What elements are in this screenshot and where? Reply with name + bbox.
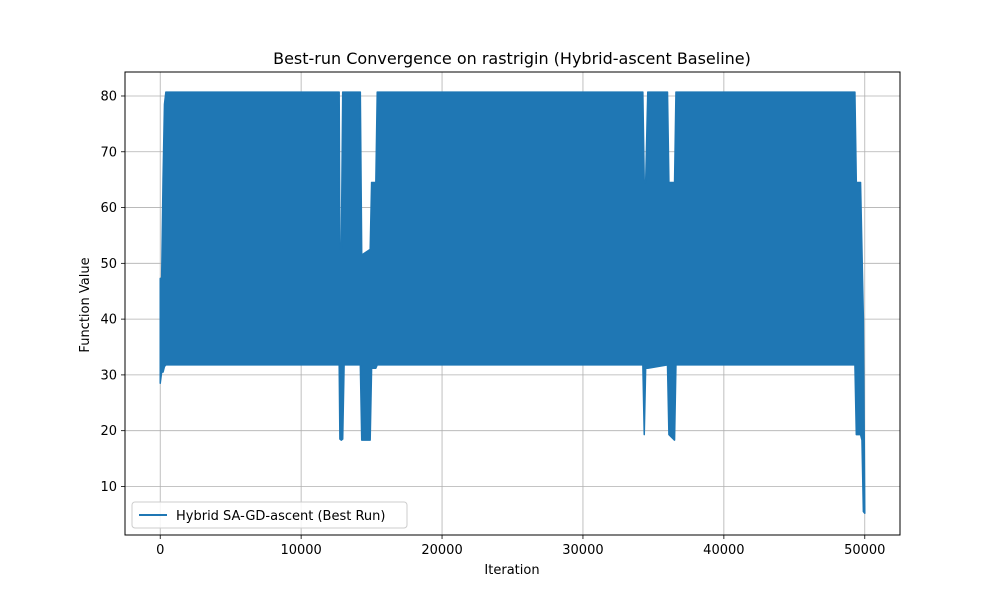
x-tick-label: 0 — [156, 543, 164, 558]
x-tick-label: 30000 — [562, 543, 603, 558]
y-axis: 10 20 30 40 50 60 70 80 — [100, 89, 125, 495]
chart-title: Best-run Convergence on rastrigin (Hybri… — [273, 49, 751, 68]
y-tick-label: 50 — [100, 257, 117, 272]
plot-frame — [124, 71, 901, 536]
legend: Hybrid SA-GD-ascent (Best Run) — [131, 501, 408, 529]
x-tick-label: 10000 — [280, 543, 321, 558]
y-axis-label: Function Value — [78, 257, 93, 352]
y-tick-label: 30 — [100, 368, 117, 383]
x-axis-label: Iteration — [484, 563, 539, 578]
x-axis: 0 10000 20000 30000 40000 50000 — [156, 535, 885, 558]
y-tick-label: 20 — [100, 424, 117, 439]
y-tick-label: 60 — [100, 201, 117, 216]
x-tick-label: 40000 — [703, 543, 744, 558]
data-layer — [159, 91, 866, 514]
y-tick-label: 10 — [100, 480, 117, 495]
x-tick-label: 50000 — [844, 543, 885, 558]
x-tick-label: 20000 — [421, 543, 462, 558]
legend-entry-label: Hybrid SA-GD-ascent (Best Run) — [176, 509, 385, 524]
y-tick-label: 40 — [100, 313, 117, 328]
y-tick-label: 70 — [100, 145, 117, 160]
y-tick-label: 80 — [100, 89, 117, 104]
legend-box — [131, 501, 408, 529]
series-line-hybrid-sa-gd-ascent — [159, 91, 866, 514]
